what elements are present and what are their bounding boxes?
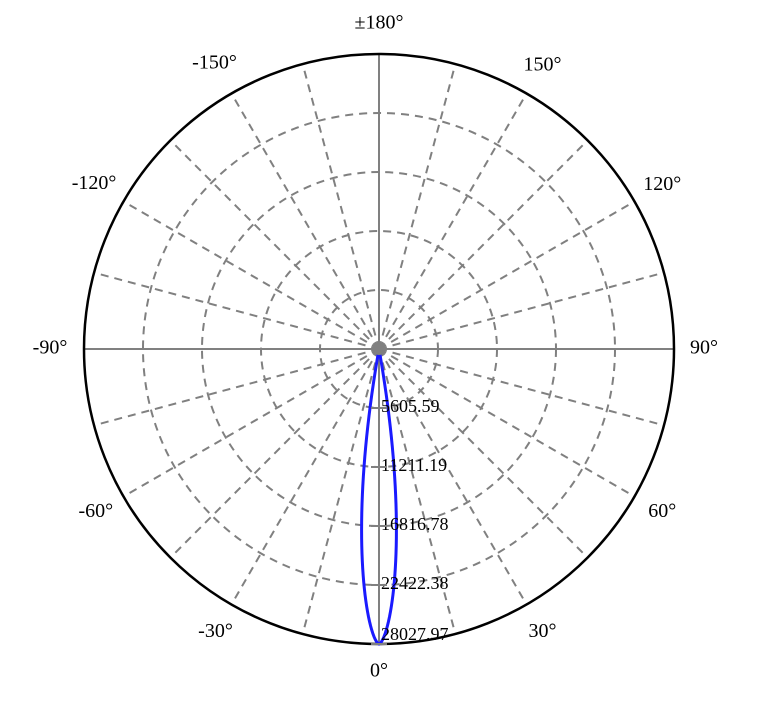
angle-label: -90°: [33, 337, 68, 359]
angle-label: 30°: [529, 620, 557, 642]
angle-label: 60°: [648, 500, 676, 522]
angle-label: -120°: [72, 172, 117, 194]
angle-label: 150°: [524, 53, 562, 75]
angle-label: 90°: [690, 337, 718, 359]
radial-label: 16816.78: [381, 514, 449, 534]
radial-label: 28027.97: [381, 624, 449, 644]
angle-label: -150°: [192, 52, 237, 74]
angle-label: -60°: [78, 500, 113, 522]
angle-label: ±180°: [355, 12, 404, 34]
radial-label: 5605.59: [381, 396, 440, 416]
angle-label: 120°: [643, 173, 681, 195]
center-dot: [373, 343, 385, 355]
radial-label: 11211.19: [381, 455, 447, 475]
angle-label: -30°: [198, 620, 233, 642]
polar-chart: 5605.59 11211.19 16816.78 22422.38 28027.97 ±…: [0, 0, 759, 708]
radial-label: 22422.38: [381, 573, 449, 593]
angle-label: 0°: [370, 660, 388, 682]
